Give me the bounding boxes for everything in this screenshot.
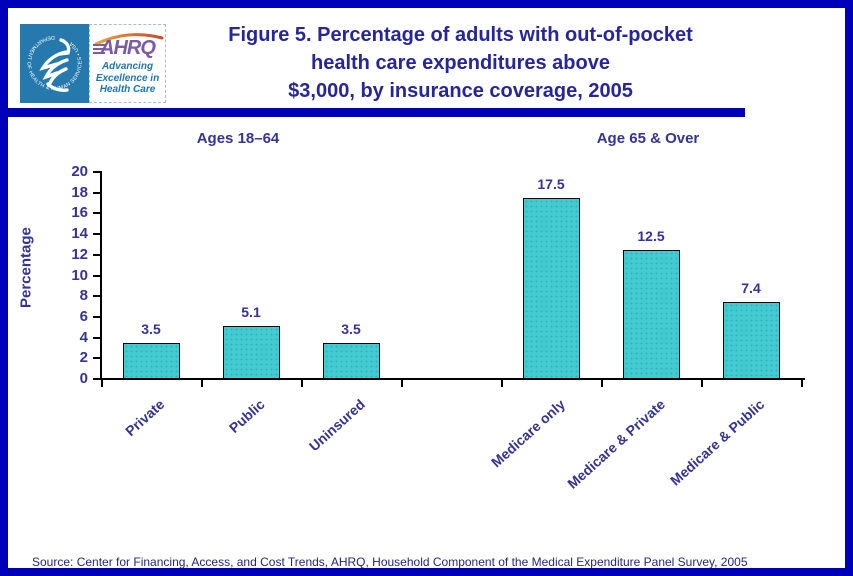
figure-title-line: health care expenditures above <box>310 52 610 74</box>
group-header-ages-18-64: Ages 18–64 <box>196 130 280 147</box>
figure-title-line: Figure 5. Percentage of adults with out-… <box>228 24 693 46</box>
y-axis-tick <box>93 357 100 360</box>
ahrq-speedlines-icon <box>93 44 105 55</box>
bar-private <box>122 343 180 379</box>
x-axis-tick <box>401 380 403 387</box>
y-axis-tick-label: 2 <box>79 349 88 367</box>
x-axis-tick <box>601 380 603 387</box>
y-axis-line <box>100 171 102 380</box>
category-label: Public <box>225 396 268 437</box>
x-axis-tick <box>501 380 503 387</box>
y-axis-tick-label: 20 <box>71 163 88 180</box>
y-axis-tick-label: 16 <box>71 204 88 222</box>
ahrq-tagline-line: Excellence in <box>95 72 160 84</box>
ahrq-acronym: AHRQ <box>100 37 156 59</box>
bar-uninsured <box>322 343 380 379</box>
y-axis-tick-label: 8 <box>79 287 88 305</box>
y-axis-tick <box>93 315 100 318</box>
bar-value-label: 7.4 <box>741 280 761 296</box>
x-axis-tick <box>301 380 303 387</box>
y-axis-tick-label: 10 <box>71 266 88 284</box>
bar-chart-plot-area: 0 2 4 6 8 10 12 14 16 18 20 3.5 Private 5.1 Public 3.5 U… <box>8 8 845 568</box>
category-label: Medicare only <box>487 396 568 471</box>
y-axis-tick <box>93 378 100 380</box>
hhs-eagle-icon: DEPARTMENT OF HEALTH & HUMAN SERVICES • … <box>25 34 83 92</box>
y-axis-tick <box>93 274 100 277</box>
y-axis-tick-label: 18 <box>71 183 88 201</box>
y-axis-tick <box>93 233 100 236</box>
bar-value-label: 17.5 <box>537 176 565 192</box>
category-label: Private <box>122 396 168 440</box>
ahrq-tagline-line: Advancing <box>101 61 154 72</box>
x-axis-tick <box>701 380 703 387</box>
y-axis-tick <box>93 336 100 339</box>
bar-public <box>222 326 280 379</box>
figure-title: Figure 5. Percentage of adults with out-… <box>178 21 743 105</box>
ahrq-logo: AHRQ Advancing Excellence in Health Care <box>89 24 166 103</box>
bar-medicare-only <box>522 198 580 379</box>
y-axis-tick-label: 14 <box>71 225 88 243</box>
y-axis-tick <box>93 171 100 173</box>
ahrq-tagline-line: Health Care <box>99 84 156 95</box>
ahrq-arc-icon <box>94 33 164 46</box>
x-axis-tick <box>101 380 103 387</box>
group-header-age-65-over: Age 65 & Over <box>596 130 700 147</box>
bar-value-label: 3.5 <box>141 321 161 337</box>
bar-value-label: 3.5 <box>341 321 361 337</box>
y-axis-tick <box>93 212 100 215</box>
y-axis-tick-label: 4 <box>79 328 88 346</box>
bar-medicare-public <box>722 302 780 379</box>
bar-value-label: 5.1 <box>241 304 261 320</box>
category-label: Medicare & Private <box>563 396 668 492</box>
y-axis-tick-label: 6 <box>79 307 88 325</box>
x-axis-line <box>100 378 805 380</box>
y-axis-tick <box>93 295 100 298</box>
x-axis-tick <box>801 380 803 387</box>
hhs-logo: DEPARTMENT OF HEALTH & HUMAN SERVICES • … <box>20 24 89 103</box>
y-axis-tick-label: 0 <box>79 370 88 387</box>
category-label: Medicare & Public <box>667 396 768 489</box>
category-label: Uninsured <box>305 396 368 455</box>
x-axis-tick <box>201 380 203 387</box>
agency-logo: DEPARTMENT OF HEALTH & HUMAN SERVICES • … <box>20 24 166 103</box>
bar-value-label: 12.5 <box>637 228 665 244</box>
header-divider-bar <box>8 108 745 117</box>
ahrq-tagline: Advancing Excellence in Health Care <box>96 61 159 96</box>
figure-title-line: $3,000, by insurance coverage, 2005 <box>288 80 633 102</box>
source-note: Source: Center for Financing, Access, an… <box>32 555 748 569</box>
bar-medicare-private <box>622 250 680 379</box>
y-axis-tick-label: 12 <box>71 245 88 263</box>
y-axis-tick <box>93 253 100 256</box>
y-axis-tick <box>93 191 100 194</box>
